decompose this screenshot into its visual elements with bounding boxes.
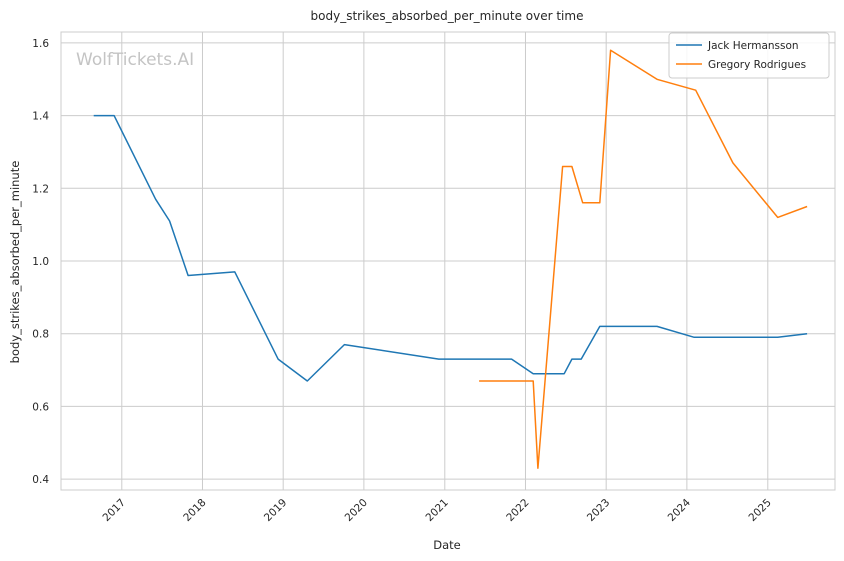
y-tick-labels: 0.4 0.6 0.8 1.0 1.2 1.4 1.6	[32, 38, 49, 486]
y-tick-label-1-2: 1.2	[32, 183, 49, 195]
legend-label-jack-hermansson: Jack Hermansson	[707, 40, 799, 52]
y-axis-label: body_strikes_absorbed_per_minute	[8, 161, 22, 364]
plot-frame	[60, 31, 836, 491]
x-tick-label-2024: 2024	[666, 496, 694, 524]
series-line-jack-hermansson	[93, 114, 808, 382]
x-tick-label-2021: 2021	[424, 497, 451, 524]
x-tick-label-2022: 2022	[504, 497, 531, 524]
series-lines	[93, 49, 808, 469]
legend-label-gregory-rodrigues: Gregory Rodrigues	[708, 59, 806, 71]
x-tick-label-2020: 2020	[343, 497, 370, 524]
legend: Jack Hermansson Gregory Rodrigues	[668, 32, 830, 79]
x-tick-label-2019: 2019	[262, 497, 289, 524]
x-tick-label-2025: 2025	[747, 497, 774, 524]
chart-title: body_strikes_absorbed_per_minute over ti…	[311, 9, 584, 23]
y-tick-label-1-0: 1.0	[32, 256, 49, 268]
y-tick-label-0-8: 0.8	[32, 329, 49, 341]
y-tick-label-0-6: 0.6	[32, 401, 49, 413]
y-tick-label-1-4: 1.4	[32, 111, 49, 123]
grid	[61, 32, 835, 490]
x-tick-label-2018: 2018	[181, 497, 208, 524]
series-line-gregory-rodrigues	[479, 49, 808, 469]
x-tick-labels: 2017 2018 2019 2020 2021 2022 2023 2024 2025	[101, 496, 774, 524]
x-tick-label-2023: 2023	[585, 497, 612, 524]
y-tick-label-0-4: 0.4	[32, 474, 49, 486]
legend-box	[668, 32, 830, 79]
watermark: WolfTickets.AI	[76, 50, 194, 70]
x-axis-label: Date	[433, 538, 461, 552]
y-tick-label-1-6: 1.6	[32, 38, 49, 50]
x-tick-label-2017: 2017	[101, 497, 128, 524]
